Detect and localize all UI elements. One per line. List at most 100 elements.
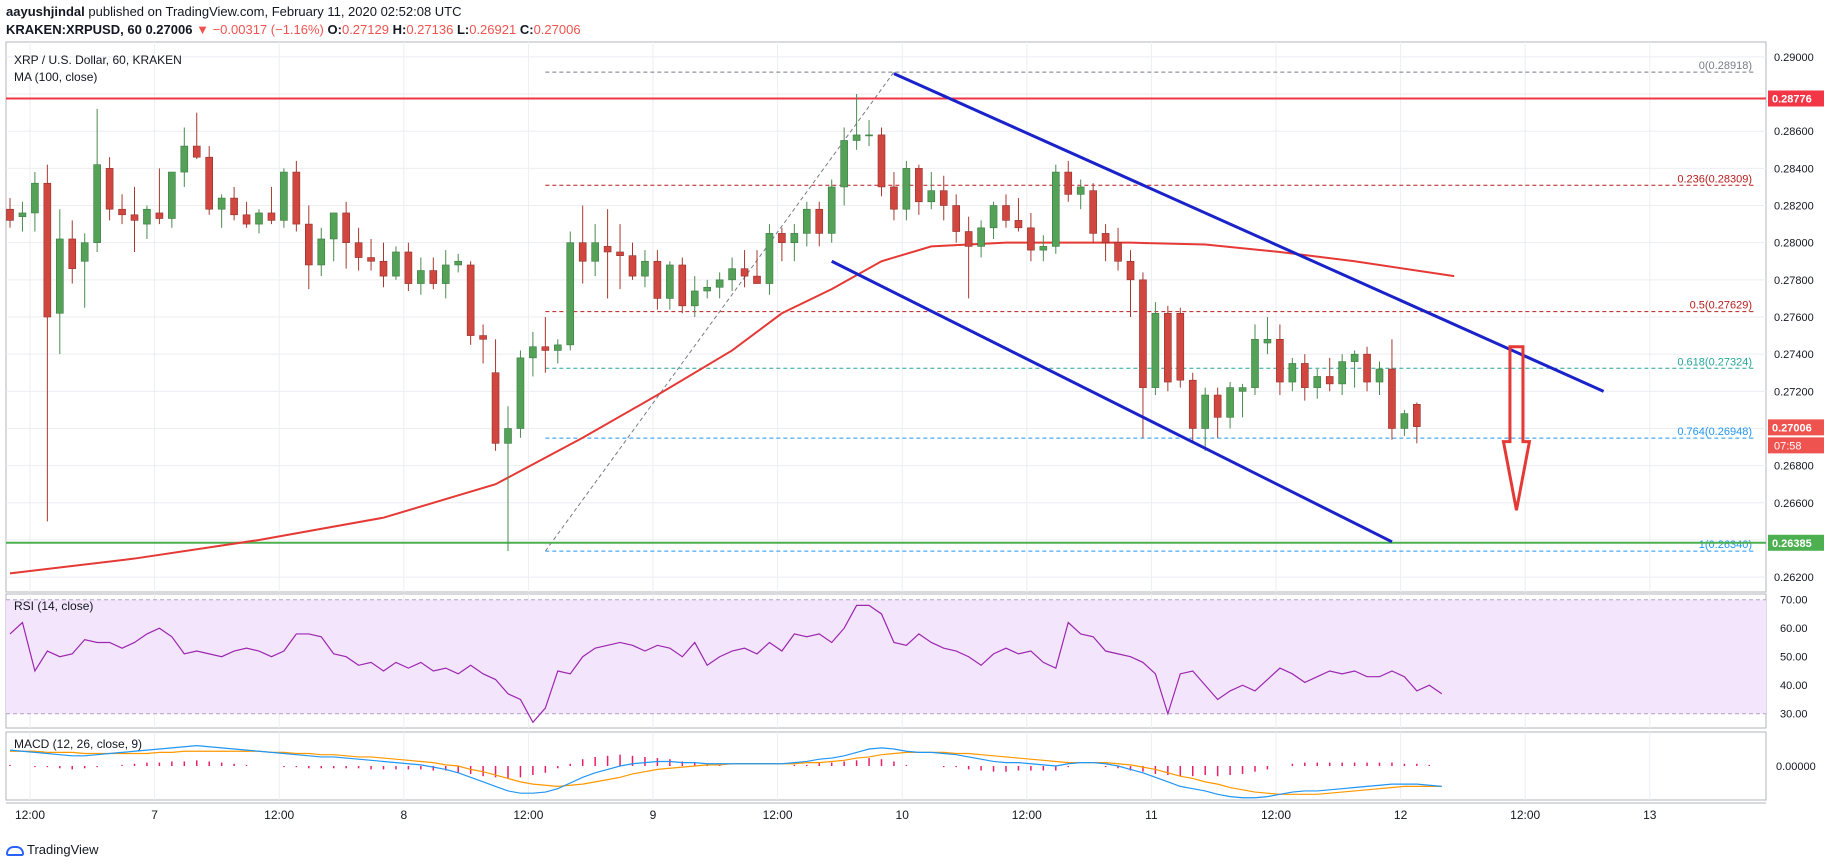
close-value: 0.27006 [533, 22, 581, 37]
x-tick-label: 12:00 [1261, 808, 1291, 822]
candle-body [740, 268, 749, 277]
candle-body [989, 205, 998, 229]
x-tick-label: 8 [400, 808, 407, 822]
x-tick-label: 9 [650, 808, 657, 822]
candle-body [1164, 312, 1172, 383]
candle-body [105, 168, 114, 210]
y-tick-label: 0.27400 [1774, 349, 1814, 361]
candle-body [802, 208, 811, 234]
ma-legend: MA (100, close) [14, 70, 97, 84]
macd-histogram [9, 754, 1431, 779]
high-value: 0.27136 [406, 22, 454, 37]
countdown-timer: 07:58 [1774, 440, 1802, 452]
candle-body [180, 145, 189, 173]
y-tick-label: 0.28200 [1774, 201, 1814, 213]
candle-body [890, 186, 898, 210]
candle-body [1363, 353, 1371, 383]
candle-body [541, 346, 550, 351]
candle-body [1076, 186, 1085, 195]
candle-body [566, 242, 575, 346]
tradingview-logo[interactable]: TradingView [6, 842, 99, 857]
macd-line [9, 744, 1442, 799]
macd-y-tick-label: 0.00000 [1776, 761, 1816, 773]
candle-body [392, 251, 400, 277]
candle-body [1052, 171, 1060, 247]
macd-legend: MACD (12, 26, close, 9) [14, 737, 142, 751]
candle-body [168, 171, 176, 219]
candle-body [628, 255, 637, 277]
resistance-price-tag-bg [1768, 90, 1824, 107]
rsi-line [9, 604, 1443, 724]
y-tick-label: 0.29000 [1774, 52, 1814, 64]
rsi-band [6, 599, 1766, 714]
channel-lower-line [831, 259, 1393, 544]
fib-level-label: 0.5(0.27629) [1690, 300, 1752, 312]
publish-text: published on TradingView.com, February 1… [88, 4, 462, 19]
candle-body [1002, 205, 1010, 221]
x-tick-label: 12:00 [763, 808, 793, 822]
candle-body [93, 164, 101, 243]
open-label: O: [327, 22, 342, 37]
fib-level-label: 0.236(0.28309) [1677, 173, 1752, 185]
candle-body [678, 264, 687, 307]
last-price-tag: 0.27006 [1772, 422, 1812, 434]
candle-body [43, 182, 52, 318]
candle-body [653, 260, 662, 299]
candle-body [1350, 353, 1359, 362]
close-label: C: [519, 22, 534, 37]
rsi-y-tick-label: 70.00 [1780, 595, 1808, 607]
candle-body [55, 238, 64, 314]
candle-body [865, 134, 873, 137]
rsi-y-tick-label: 50.00 [1780, 652, 1808, 664]
fib-level-label: 0.764(0.26948) [1677, 426, 1752, 438]
y-tick-label: 0.26800 [1774, 461, 1814, 473]
candle-body [927, 190, 936, 203]
candle-body [417, 270, 425, 284]
candle-body [902, 168, 911, 210]
candle-body [466, 264, 475, 336]
macd-pane [5, 731, 1767, 801]
candle-body [790, 233, 799, 243]
candle-body [1413, 404, 1421, 427]
candle-body [354, 242, 363, 258]
candle-body [666, 264, 674, 299]
candle-body [1176, 312, 1185, 381]
low-label: L: [456, 22, 470, 37]
candle-body [429, 270, 438, 284]
author-name[interactable]: aayushjindal [6, 4, 85, 19]
last-price-tag-bg [1768, 419, 1824, 436]
candle-body [130, 214, 139, 221]
candle-body [1188, 379, 1197, 429]
candle-body [1101, 233, 1110, 243]
candle-body [230, 197, 238, 216]
candle-body [242, 214, 251, 225]
candle-body [529, 346, 537, 359]
chart-legend: XRP / U.S. Dollar, 60, KRAKEN [14, 53, 182, 67]
candle-body [1151, 312, 1160, 388]
candle-body [6, 208, 14, 221]
x-tick-label: 13 [1643, 808, 1657, 822]
candle-body [217, 197, 226, 210]
candle-body [516, 357, 525, 429]
candle-body [715, 279, 724, 288]
candle-body [877, 134, 886, 188]
candle-body [1276, 338, 1284, 383]
fib-anchor-line [544, 71, 895, 552]
rsi-y-tick-label: 30.00 [1780, 709, 1808, 721]
candle-body [267, 212, 276, 221]
candle-body [1313, 376, 1322, 388]
candle-body [1089, 190, 1097, 234]
low-value: 0.26921 [469, 22, 517, 37]
candle-body [1338, 361, 1346, 385]
x-tick-label: 7 [151, 808, 158, 822]
candle-body [1039, 246, 1048, 251]
y-tick-label: 0.27600 [1774, 312, 1814, 324]
tradingview-cloud-icon [6, 845, 24, 856]
candle-body [1213, 394, 1222, 418]
ticker-symbol[interactable]: KRAKEN:XRPUSD [6, 22, 121, 37]
countdown-bg [1768, 437, 1824, 454]
candles [6, 94, 1421, 552]
candle-body [852, 134, 861, 141]
ma-100-line [9, 241, 1455, 575]
